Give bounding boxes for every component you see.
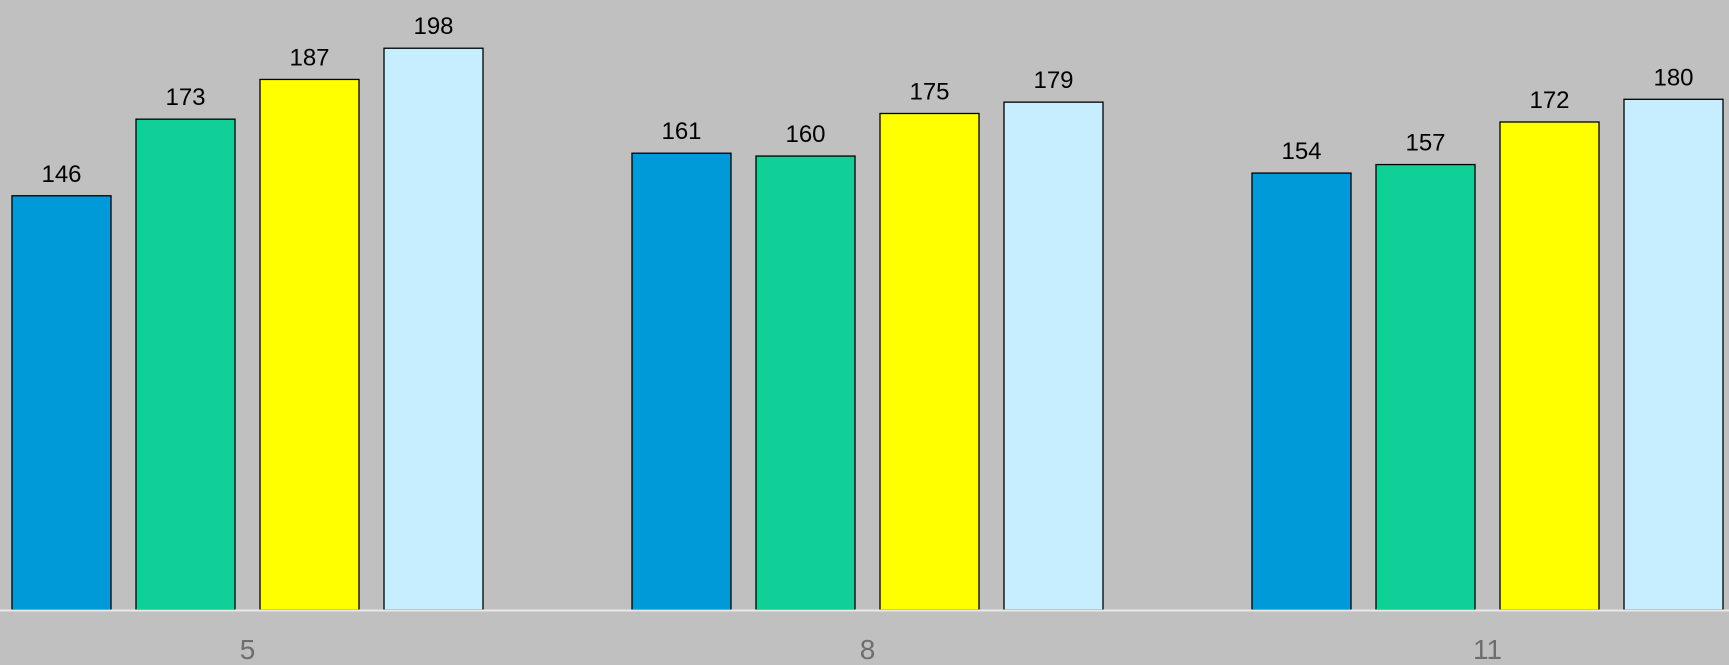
bar-8-series-2 xyxy=(755,155,856,611)
value-label-8-series-2: 160 xyxy=(785,121,825,148)
value-label-11-series-4: 180 xyxy=(1653,64,1693,91)
x-tick-label-8: 8 xyxy=(860,634,876,665)
bars-layer xyxy=(11,47,1724,611)
value-label-5-series-4: 198 xyxy=(413,13,453,40)
value-label-5-series-1: 146 xyxy=(41,161,81,188)
bar-5-series-1 xyxy=(11,195,112,611)
value-labels-layer: 146 173 187 198 161 160 175 179 154 157 172 180 xyxy=(41,13,1693,188)
x-tick-label-5: 5 xyxy=(240,634,256,665)
bar-8-series-1 xyxy=(631,152,732,611)
bar-11-series-2 xyxy=(1375,163,1476,611)
value-label-8-series-1: 161 xyxy=(661,118,701,145)
value-label-5-series-2: 173 xyxy=(165,84,205,111)
x-tick-label-11: 11 xyxy=(1473,634,1502,665)
bar-5-series-4 xyxy=(383,47,484,611)
bar-5-series-2 xyxy=(135,118,236,611)
value-label-8-series-3: 175 xyxy=(909,78,949,105)
value-label-8-series-4: 179 xyxy=(1033,67,1073,94)
bar-8-series-4 xyxy=(1003,101,1104,611)
bar-11-series-3 xyxy=(1499,121,1600,611)
value-label-11-series-3: 172 xyxy=(1529,87,1569,114)
bar-11-series-4 xyxy=(1623,98,1724,611)
x-tick-labels-layer: 5 8 11 xyxy=(240,634,1502,665)
bar-11-series-1 xyxy=(1251,172,1352,611)
value-label-11-series-2: 157 xyxy=(1405,130,1445,157)
bar-5-series-3 xyxy=(259,78,360,611)
bar-8-series-3 xyxy=(879,112,980,611)
value-label-5-series-3: 187 xyxy=(289,44,329,71)
value-label-11-series-1: 154 xyxy=(1281,138,1321,165)
